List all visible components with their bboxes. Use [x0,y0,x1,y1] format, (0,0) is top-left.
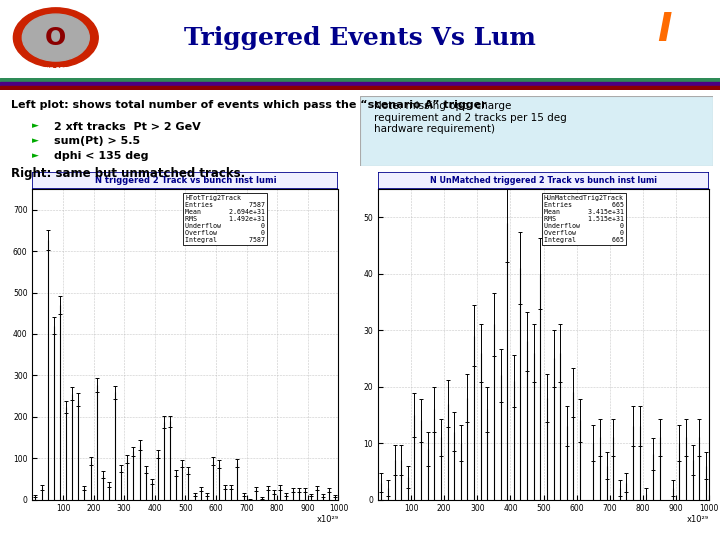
Circle shape [22,14,89,61]
Circle shape [14,8,98,68]
Bar [0,86,720,90]
Text: ►: ► [32,136,40,145]
Bar [0,78,720,82]
Text: O: O [45,25,66,50]
Text: ►: ► [32,151,40,160]
Text: N triggered 2 Track vs bunch inst lumi: N triggered 2 Track vs bunch inst lumi [94,176,276,185]
Text: ►: ► [32,122,40,131]
Text: N UnMatched triggered 2 Track vs bunch inst lumi: N UnMatched triggered 2 Track vs bunch i… [430,176,657,185]
Text: dphi < 135 deg: dphi < 135 deg [54,151,148,161]
Text: Triggered Events Vs Lum: Triggered Events Vs Lum [184,25,536,50]
Text: 2 xft tracks  Pt > 2 GeV: 2 xft tracks Pt > 2 GeV [54,122,201,132]
X-axis label: x10²⁹: x10²⁹ [687,515,709,524]
Text: sum(Pt) > 5.5: sum(Pt) > 5.5 [54,136,140,146]
Text: ILLINOIS: ILLINOIS [646,60,683,69]
Text: HUnMatchedTrig2Track
Entries          665
Mean       3.415e+31
RMS        1.515e: HUnMatchedTrig2Track Entries 665 Mean 3.… [544,195,624,243]
X-axis label: x10²⁹: x10²⁹ [316,515,338,524]
Text: Note: missing opp. charge
requirement and 2 tracks per 15 deg
hardware requireme: Note: missing opp. charge requirement an… [374,101,567,134]
Text: Left plot: shows total number of events which pass the “scenario A” trigger: Left plot: shows total number of events … [11,100,487,110]
Text: I: I [657,11,672,49]
Bar [0,82,720,86]
Text: HTotTrig2Track
Entries         7587
Mean       2.694e+31
RMS        1.492e+31
Un: HTotTrig2Track Entries 7587 Mean 2.694e+… [186,195,266,243]
Text: Right: same but unmatched tracks.: Right: same but unmatched tracks. [11,167,245,180]
Text: OHIO STATE: OHIO STATE [37,67,74,72]
